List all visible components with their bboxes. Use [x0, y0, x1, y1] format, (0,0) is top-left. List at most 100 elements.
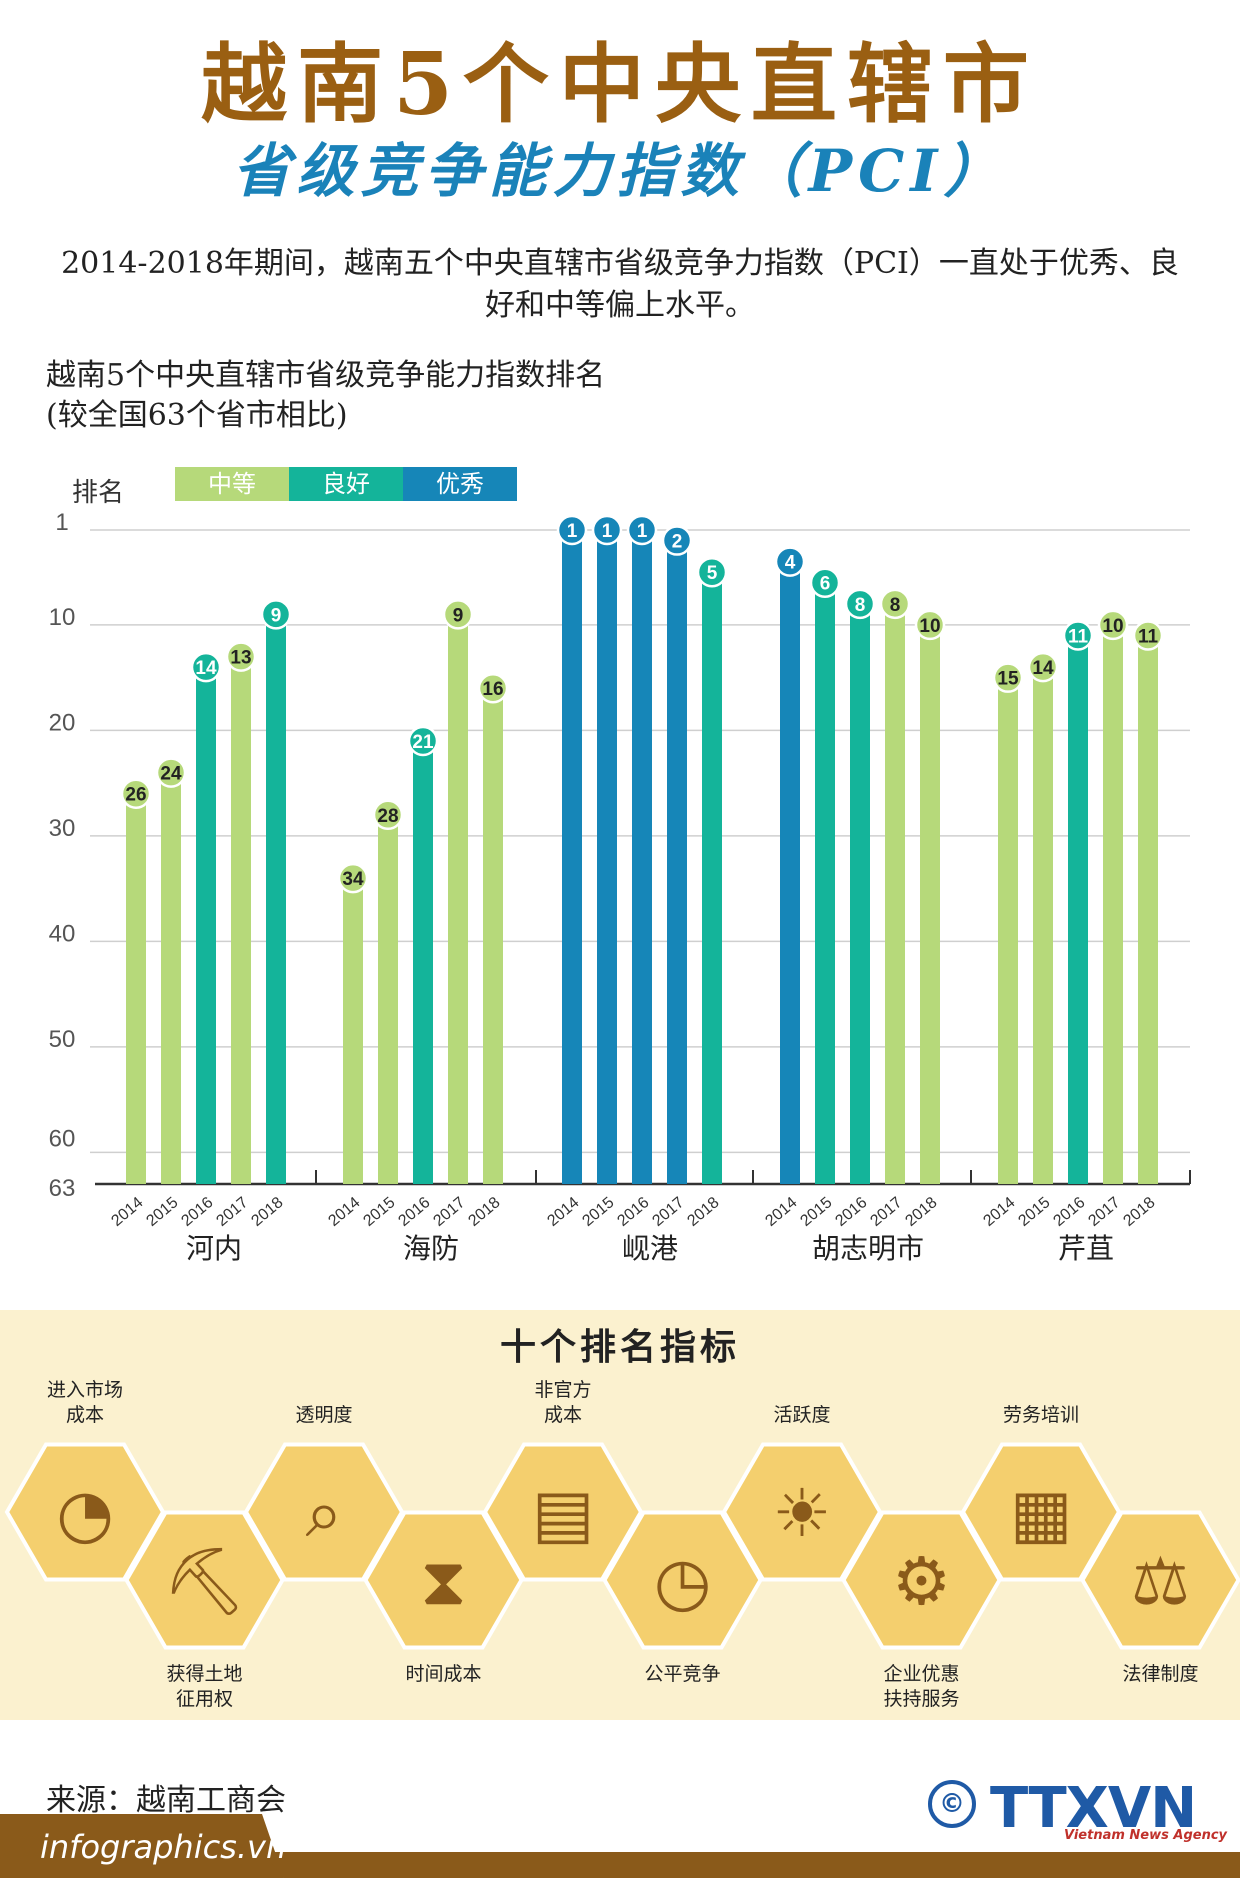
indicator-label: 法律制度 — [1122, 1663, 1199, 1685]
indicator-label: 时间成本 — [405, 1663, 482, 1685]
bar — [1103, 624, 1123, 1184]
x-tick-label: 2015 — [579, 1194, 617, 1230]
x-tick-label: 2016 — [1050, 1194, 1088, 1230]
bar — [597, 530, 617, 1184]
group-label: 胡志明市 — [812, 1232, 924, 1265]
bar-value-badge — [477, 672, 509, 704]
bar — [161, 772, 181, 1184]
x-tick-label: 2014 — [108, 1194, 146, 1230]
bar-value-badge — [1062, 620, 1094, 651]
bar-value-badge — [260, 599, 292, 630]
bar-value-label: 6 — [820, 574, 831, 595]
bar — [266, 614, 286, 1184]
x-tick-label: 2014 — [762, 1194, 800, 1230]
x-tick-label: 2017 — [867, 1194, 905, 1230]
bar-value-badge — [407, 725, 439, 757]
bar-value-label: 14 — [195, 658, 217, 679]
x-tick-label: 2016 — [832, 1194, 870, 1230]
bar — [448, 614, 468, 1184]
indicator-label: 活跃度 — [773, 1404, 831, 1426]
bar-value-label: 10 — [1102, 616, 1123, 637]
y-tick-label: 30 — [49, 815, 76, 842]
bar-value-badge — [1132, 620, 1164, 651]
bar-value-label: 8 — [855, 595, 866, 616]
bar — [196, 667, 216, 1184]
bar — [780, 561, 800, 1184]
bar-value-label: 14 — [1032, 658, 1054, 679]
bar — [815, 582, 835, 1184]
bar-value-label: 21 — [412, 732, 434, 753]
bar-value-label: 9 — [453, 605, 464, 626]
bar-value-label: 11 — [1138, 626, 1159, 647]
bar-value-label: 34 — [342, 869, 364, 890]
chart-title: 越南5个中央直辖市省级竞争能力指数排名 — [46, 358, 606, 393]
meeting-clock-icon: ◷ — [654, 1543, 712, 1620]
bar-value-label: 9 — [271, 605, 282, 626]
bar — [632, 530, 652, 1184]
bar-value-badge — [626, 514, 658, 546]
x-tick-label: 2016 — [614, 1194, 652, 1230]
bar — [667, 540, 687, 1184]
scales-icon: ⚖ — [1131, 1543, 1190, 1620]
group-label: 海防 — [403, 1232, 459, 1265]
indicator-label: 获得土地 征用权 — [166, 1663, 243, 1710]
chart-subtitle: (较全国63个省市相比) — [46, 398, 348, 433]
shovel-icon: ⛏ — [163, 1543, 247, 1620]
bar — [1138, 635, 1158, 1184]
group-label: 河内 — [186, 1232, 242, 1265]
x-tick-label: 2018 — [248, 1194, 286, 1230]
bar-value-badge — [442, 599, 474, 630]
bar-value-badge — [190, 651, 222, 683]
bar-value-badge — [155, 757, 187, 788]
x-tick-label: 2017 — [430, 1194, 468, 1230]
indicator-hex — [482, 1442, 644, 1582]
x-tick-label: 2018 — [902, 1194, 940, 1230]
bar-value-badge — [696, 556, 728, 588]
indicator-label: 企业优惠 扶持服务 — [883, 1663, 960, 1710]
bar-value-label: 16 — [482, 679, 503, 700]
bar-value-label: 2 — [672, 532, 683, 553]
x-tick-label: 2017 — [213, 1194, 251, 1230]
bar — [413, 740, 433, 1184]
x-tick-label: 2018 — [465, 1194, 503, 1230]
x-tick-label: 2018 — [684, 1194, 722, 1230]
page-subtitle: 省级竞争能力指数（PCI） — [232, 137, 1008, 205]
bar-value-badge — [372, 799, 404, 831]
bar-value-label: 28 — [377, 806, 398, 827]
x-tick-label: 2017 — [649, 1194, 687, 1230]
y-tick-label: 60 — [49, 1125, 76, 1152]
site-link[interactable]: infographics.vn — [40, 1828, 287, 1866]
x-tick-label: 2016 — [395, 1194, 433, 1230]
bar-value-badge — [225, 641, 257, 672]
y-tick-label: 10 — [49, 604, 76, 631]
intro-text: 2014-2018年期间，越南五个中央直辖市省级竞争力指数（PCI）一直处于优秀… — [61, 246, 1179, 323]
y-tick-label: 1 — [55, 509, 68, 536]
bar-value-label: 1 — [602, 521, 613, 542]
bar-value-badge — [774, 546, 806, 577]
indicator-hex — [4, 1442, 166, 1582]
magnifier-chart-icon: ⌕ — [306, 1475, 343, 1552]
bar — [126, 793, 146, 1184]
bar-value-badge — [556, 514, 588, 546]
pie-chart-hand-icon: ◔ — [56, 1475, 114, 1552]
bar-value-label: 15 — [997, 669, 1019, 690]
bar-value-badge — [591, 514, 623, 546]
x-tick-label: 2014 — [544, 1194, 582, 1230]
indicator-hex — [602, 1510, 763, 1650]
bar-value-label: 10 — [919, 616, 940, 637]
bar-value-label: 1 — [567, 521, 578, 542]
legend-item-average: 中等 — [175, 467, 289, 501]
ttxvn-logo: TTXVN — [990, 1776, 1197, 1841]
bar-value-label: 11 — [1068, 626, 1089, 647]
bar — [231, 656, 251, 1184]
indicator-label: 进入市场 成本 — [46, 1379, 123, 1426]
x-tick-label: 2015 — [360, 1194, 398, 1230]
x-tick-label: 2018 — [1120, 1194, 1158, 1230]
indicator-hex — [721, 1442, 883, 1582]
x-tick-label: 2014 — [980, 1194, 1018, 1230]
footer-bar — [0, 1814, 1240, 1878]
bar — [850, 603, 870, 1184]
x-tick-label: 2016 — [178, 1194, 216, 1230]
indicator-label: 透明度 — [295, 1404, 353, 1426]
x-tick-label: 2017 — [1085, 1194, 1123, 1230]
